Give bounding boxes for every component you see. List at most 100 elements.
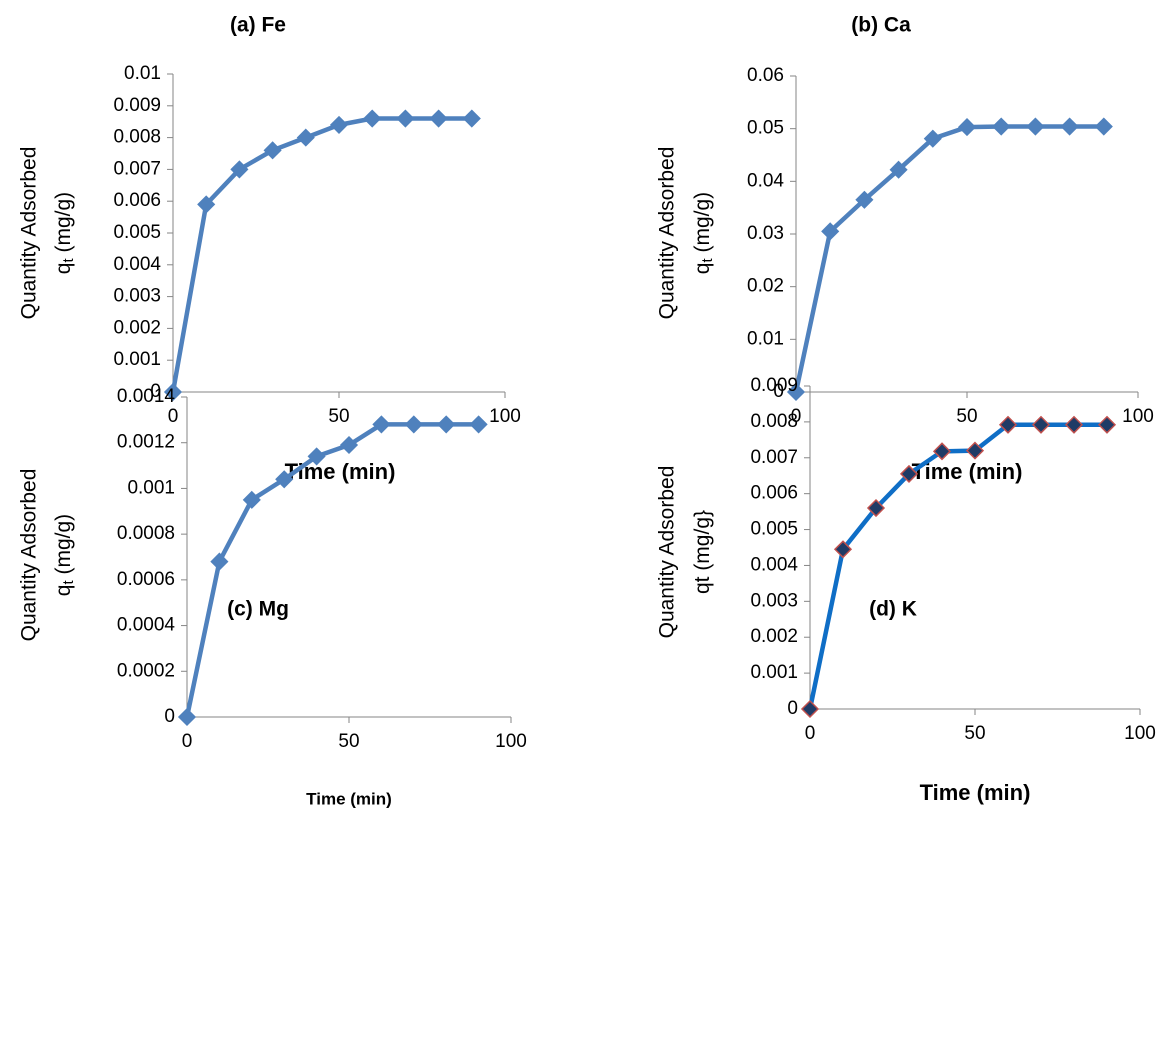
x-axis-label: Time (min): [306, 789, 392, 808]
y-axis-label-unit: (mg/g): [52, 192, 75, 259]
data-point: [296, 128, 315, 147]
y-tick-label: 0.04: [747, 170, 784, 191]
y-tick-label: 0.06: [747, 65, 784, 86]
data-point: [866, 498, 886, 518]
data-point: [307, 447, 326, 466]
chart-title: (d) K: [869, 598, 917, 621]
y-tick-label: 0: [150, 381, 161, 402]
y-axis-label-subscript: t: [699, 258, 716, 263]
data-point: [1094, 117, 1113, 136]
y-axis-label-unit: (mg/g}: [691, 510, 714, 577]
data-point: [396, 109, 415, 128]
y-axis-label-line1: Quantity Adsorbed: [18, 469, 41, 642]
data-point: [1026, 117, 1045, 136]
y-axis-label-symbol: q: [52, 263, 75, 275]
data-point: [404, 415, 423, 434]
y-axis-label-unit: (mg/g): [691, 192, 714, 259]
data-point: [275, 470, 294, 489]
series-line: [807, 422, 1107, 710]
series-line: [184, 422, 479, 718]
series-line: [793, 124, 1104, 393]
y-tick-label: 0.05: [747, 118, 784, 139]
series-line: [170, 116, 472, 393]
x-tick-label: 100: [489, 406, 521, 427]
y-tick-label: 0.01: [747, 328, 784, 349]
y-axis-label-line2: qt (mg/g): [52, 514, 77, 596]
y-axis-label-unit: (mg/g): [52, 514, 75, 581]
y-tick-label: 0.003: [750, 590, 798, 611]
data-point: [1097, 415, 1117, 434]
data-point: [957, 118, 977, 137]
data-point: [1060, 117, 1079, 136]
y-tick-label: 0.008: [113, 127, 161, 148]
y-tick-label: 0.002: [750, 626, 798, 647]
y-tick-label: 0.0014: [117, 386, 176, 407]
x-axis-label: Time (min): [912, 459, 1023, 484]
chart-title: (c) Mg: [227, 598, 289, 621]
data-point: [210, 552, 229, 571]
y-tick-label: 0.006: [113, 190, 161, 211]
y-tick-label: 0.004: [750, 554, 798, 575]
y-tick-label: 0.0002: [117, 660, 175, 681]
x-tick-label: 50: [964, 723, 985, 744]
x-tick-label: 0: [168, 406, 179, 427]
y-tick-label: 0.005: [113, 222, 161, 243]
y-tick-label: 0.009: [113, 95, 161, 116]
y-axis-label-line2: qt (mg/g}: [691, 510, 714, 594]
data-point: [372, 415, 391, 434]
x-tick-label: 0: [182, 731, 193, 752]
data-point: [855, 190, 874, 209]
data-point: [889, 160, 908, 179]
data-point: [339, 435, 359, 455]
y-tick-label: 0.009: [750, 375, 798, 396]
y-tick-label: 0.006: [750, 483, 798, 504]
data-point: [992, 117, 1011, 136]
data-point: [329, 115, 349, 134]
data-point: [437, 415, 456, 434]
y-tick-label: 0.004: [113, 254, 161, 275]
data-point: [965, 441, 985, 460]
data-point: [800, 699, 820, 719]
x-axis-label: Time (min): [285, 459, 396, 484]
y-axis-label-symbol: q: [52, 585, 75, 597]
data-point: [821, 222, 840, 241]
data-point: [163, 382, 183, 402]
x-tick-label: 50: [328, 406, 349, 427]
y-axis-label-symbol: qt: [691, 576, 714, 594]
y-tick-label: 0.02: [747, 276, 784, 297]
x-tick-label: 0: [805, 723, 816, 744]
data-point: [833, 540, 853, 559]
y-tick-label: 0.0012: [117, 432, 175, 453]
y-axis-label-line1: Quantity Adsorbed: [656, 147, 679, 320]
y-tick-label: 0.001: [750, 662, 798, 683]
y-tick-label: 0.001: [113, 349, 161, 370]
x-tick-label: 0: [791, 406, 802, 427]
data-point: [469, 415, 488, 434]
y-tick-label: 0.01: [124, 63, 161, 84]
data-point: [363, 109, 382, 128]
y-tick-label: 0.0004: [117, 615, 176, 636]
y-tick-label: 0.007: [113, 158, 161, 179]
x-tick-label: 100: [1122, 406, 1154, 427]
y-tick-label: 0.008: [750, 411, 798, 432]
y-axis-label-line1: Quantity Adsorbed: [18, 147, 41, 320]
x-tick-label: 50: [338, 731, 359, 752]
y-tick-label: 0: [164, 706, 175, 727]
y-axis-label-line2: qt (mg/g): [52, 192, 77, 274]
x-axis-label: Time (min): [920, 780, 1031, 805]
y-tick-label: 0.007: [750, 447, 798, 468]
data-point: [932, 442, 952, 461]
data-point: [242, 490, 261, 509]
data-point: [177, 707, 197, 727]
y-axis-label-subscript: t: [60, 580, 77, 585]
data-point: [998, 415, 1018, 434]
y-tick-label: 0.03: [747, 223, 784, 244]
y-tick-label: 0.0006: [117, 569, 175, 590]
y-axis-label-symbol: q: [691, 263, 714, 275]
chart-title: (a) Fe: [230, 14, 286, 37]
